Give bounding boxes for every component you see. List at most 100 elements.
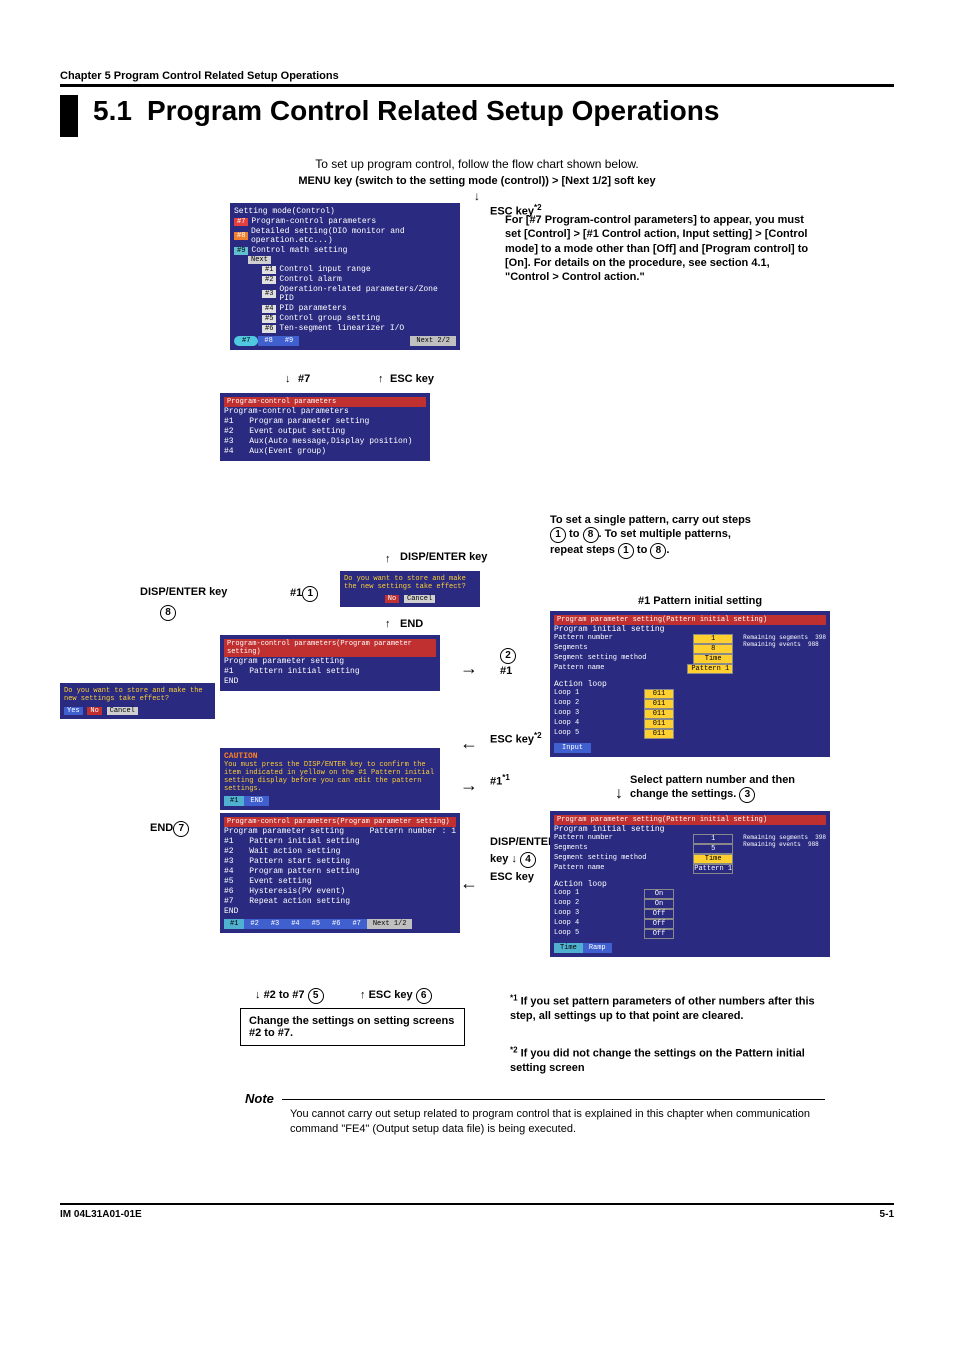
confirm-dialog-2: Do you want to store and make the new se… (60, 683, 215, 719)
circle-8-left: 8 (160, 605, 176, 621)
panel5-sub: Program initial setting (554, 625, 826, 634)
label-key-4: key ↓ 4 (490, 852, 536, 868)
footnote-1: *1 If you set pattern parameters of othe… (510, 993, 830, 1023)
section-title: Program Control Related Setup Operations (147, 95, 720, 127)
note-label: Note (245, 1091, 274, 1106)
arrow-down: ↓ (285, 373, 291, 385)
label-disp-enter-1: DISP/ENTER key (400, 551, 487, 563)
panel4-title: Program parameter setting (224, 827, 344, 836)
arrow-up-2: ↑ (385, 553, 391, 565)
circle-8b: 8 (650, 543, 666, 559)
caution-panel: CAUTION You must press the DISP/ENTER ke… (220, 748, 440, 810)
panel6-loops-title: Action loop (554, 880, 826, 889)
input-btn: Input (554, 743, 591, 753)
label-disp-enter-left: DISP/ENTER key (140, 586, 227, 598)
panel-pattern-initial-2: Program parameter setting(Pattern initia… (550, 811, 830, 957)
intro-text: To set up program control, follow the fl… (60, 157, 894, 171)
footer-right: 5-1 (880, 1209, 894, 1220)
fn1-text: If you set pattern parameters of other n… (510, 996, 815, 1022)
down-arrow: ↓ (60, 189, 894, 203)
panel6-sub: Program initial setting (554, 825, 826, 834)
arrow-right-2: → (460, 775, 478, 796)
arrow-left-2: ← (460, 873, 478, 894)
panel3-title: Program parameter setting (224, 657, 436, 666)
panel-pattern-initial-1: Program parameter setting(Pattern initia… (550, 611, 830, 757)
label-esc-star2b: ESC key*2 (490, 203, 542, 218)
arrow-up: ↑ (378, 373, 384, 385)
footer-left: IM 04L31A01-01E (60, 1209, 142, 1220)
note-row: Note (245, 1091, 825, 1106)
p6-tab-ramp: Ramp (583, 943, 612, 953)
btn-no-2: No (87, 707, 101, 715)
ann2-l4: . (666, 544, 669, 556)
panel-param-setting-1: Program-control parameters(Program param… (220, 635, 440, 691)
panel-program-control-params: Program-control parameters Program-contr… (220, 393, 430, 461)
p6-tab-time: Time (554, 943, 583, 953)
arrow-up-3: ↑ (385, 618, 391, 630)
tab-8: #8 (258, 336, 278, 346)
note-body: You cannot carry out setup related to pr… (290, 1107, 850, 1138)
panel3-header: Program-control parameters(Program param… (224, 639, 436, 657)
chapter-header: Chapter 5 Program Control Related Setup … (60, 70, 894, 87)
label-esc-star2a: ESC key*2 (490, 731, 542, 746)
circle-1b: 1 (618, 543, 634, 559)
btn-cancel-2: Cancel (107, 707, 138, 715)
confirm-dialog-1: Do you want to store and make the new se… (340, 571, 480, 607)
label-esc-6: ↑ ESC key 6 (360, 988, 432, 1004)
caution-tab-end: END (244, 796, 269, 806)
ann2-l3: repeat steps (550, 544, 615, 556)
label-hash2-7: ↓ #2 to #7 5 (255, 988, 324, 1004)
panel5-header: Program parameter setting(Pattern initia… (554, 615, 826, 625)
btn-cancel-1: Cancel (404, 595, 435, 603)
page-footer: IM 04L31A01-01E 5-1 (60, 1203, 894, 1220)
panel-param-setting-2: Program-control parameters(Program param… (220, 813, 460, 933)
circle-3: 3 (739, 787, 755, 803)
fn2-text: If you did not change the settings on th… (510, 1048, 805, 1074)
label-end: END (400, 618, 423, 630)
tab-7: #7 (234, 336, 258, 346)
arrow-left-1: ← (460, 733, 478, 754)
annotation-steps: To set a single pattern, carry out steps… (550, 513, 830, 559)
tab-next: Next 2/2 (410, 336, 456, 346)
circle-1a: 1 (550, 527, 566, 543)
ann2-l2: . To set multiple patterns, (599, 528, 731, 540)
panel5-title: #1 Pattern initial setting (600, 595, 800, 607)
ann3-text: Select pattern number and then change th… (630, 774, 795, 800)
panel4-header: Program-control parameters(Program param… (224, 817, 456, 827)
note-line (282, 1099, 825, 1100)
caution-tab-1: #1 (224, 796, 244, 806)
label-esc-key2: ESC key (490, 871, 534, 883)
circle-2: 2 (500, 648, 516, 664)
btn-no-1: No (385, 595, 399, 603)
label-esc-1: ESC key (390, 373, 434, 385)
panel-title: Setting mode(Control) (234, 207, 456, 216)
arrow-right-1: → (460, 658, 478, 679)
panel4-pattern: Pattern number : 1 (370, 827, 456, 836)
flowchart-area: Setting mode(Control) #7 Program-control … (60, 203, 894, 1183)
label-hash1-star1: #1*1 (490, 773, 510, 788)
caution-title: CAUTION (224, 752, 436, 761)
panel2-header: Program-control parameters (224, 397, 426, 407)
label-hash1-1: #11 (290, 586, 318, 602)
tab-9: #9 (279, 336, 299, 346)
section-title-row: 5.1 Program Control Related Setup Operat… (60, 95, 894, 137)
arrow-down-3: ↓ (615, 785, 623, 803)
panel-setting-mode: Setting mode(Control) #7Program-control … (230, 203, 460, 350)
footnote-2: *2 If you did not change the settings on… (510, 1045, 830, 1075)
caution-text: You must press the DISP/ENTER key to con… (224, 761, 436, 793)
confirm-text-1: Do you want to store and make the new se… (344, 575, 476, 591)
annotation-select: Select pattern number and then change th… (630, 773, 830, 803)
panel1-tabs: #7 #8 #9 Next 2/2 (234, 336, 456, 346)
label-end7: END7 (150, 821, 189, 837)
confirm-text-2: Do you want to store and make the new se… (64, 687, 211, 703)
section-number: 5.1 (93, 95, 132, 127)
annotation-appear: For [#7 Program-control parameters] to a… (505, 213, 815, 284)
circle-8a: 8 (583, 527, 599, 543)
ann2-l1: To set a single pattern, carry out steps (550, 514, 751, 526)
panel5-loops-title: Action loop (554, 680, 826, 689)
menu-path: MENU key (switch to the setting mode (co… (60, 175, 894, 187)
label-hash7: #7 (298, 373, 310, 385)
panel2-title: Program-control parameters (224, 407, 426, 416)
btn-yes-2: Yes (64, 707, 83, 715)
title-decorator (60, 95, 78, 137)
